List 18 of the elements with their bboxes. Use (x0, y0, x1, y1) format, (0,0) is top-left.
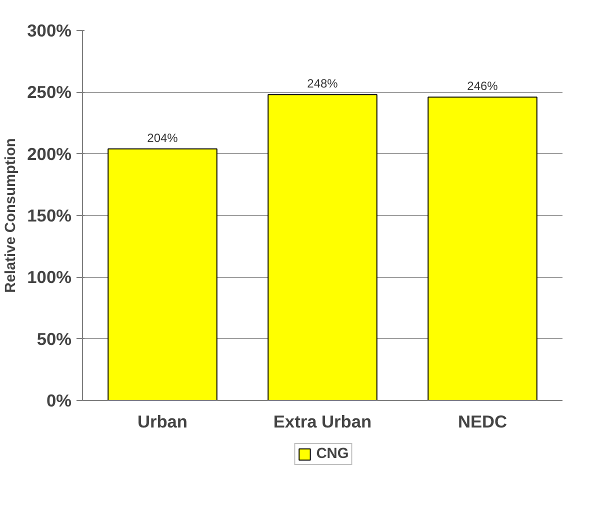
legend-label: CNG (316, 446, 349, 462)
y-tick-label: 50% (36, 328, 72, 349)
x-tick-label: Extra Urban (273, 412, 372, 432)
y-tick-label: 200% (27, 144, 72, 164)
data-label: 246% (467, 79, 498, 94)
bar (268, 94, 378, 400)
y-tick-label: 100% (27, 267, 72, 288)
x-tick-label: NEDC (458, 412, 508, 432)
bar (108, 148, 218, 400)
y-tick-label: 0% (46, 390, 72, 410)
data-label: 204% (147, 130, 178, 145)
y-tick-label: 250% (27, 82, 72, 102)
x-tick-label: Urban (137, 412, 188, 432)
data-label: 248% (307, 76, 338, 91)
y-axis-title: Relative Consumption (3, 138, 20, 293)
y-tick-label: 150% (27, 206, 72, 226)
y-tick-label: 300% (27, 20, 72, 40)
bar (428, 96, 538, 400)
